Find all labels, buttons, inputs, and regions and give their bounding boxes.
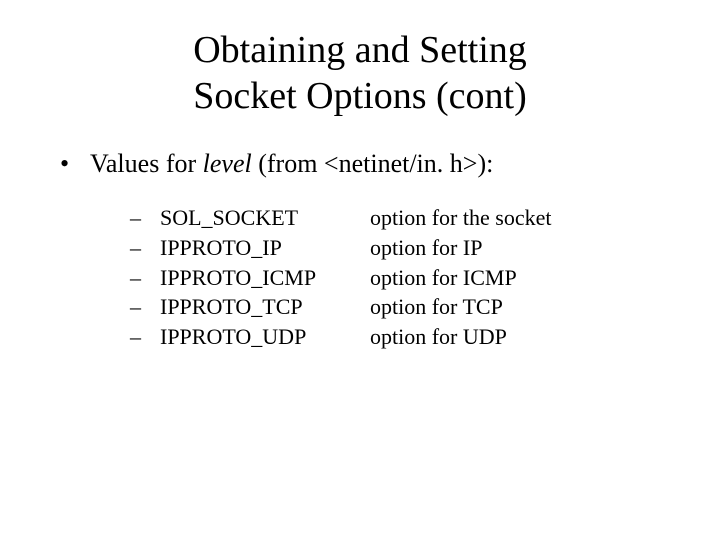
intro-text: Values for level (from <netinet/in. h>): — [90, 149, 493, 179]
option-desc: option for IP — [370, 233, 660, 263]
intro-prefix: Values for — [90, 149, 203, 178]
option-key: IPPROTO_IP — [160, 233, 370, 263]
title-line-2: Socket Options (cont) — [0, 74, 720, 120]
bullet-dash: – — [130, 233, 160, 263]
option-key: IPPROTO_ICMP — [160, 263, 370, 293]
bullet-dash: – — [130, 322, 160, 352]
option-key: IPPROTO_TCP — [160, 292, 370, 322]
intro-italic: level — [203, 149, 252, 178]
option-desc: option for ICMP — [370, 263, 660, 293]
slide-body: • Values for level (from <netinet/in. h>… — [0, 139, 720, 351]
bullet-dot: • — [60, 149, 90, 179]
options-list: – SOL_SOCKET option for the socket – IPP… — [60, 203, 660, 351]
list-item: – IPPROTO_UDP option for UDP — [130, 322, 660, 352]
option-desc: option for TCP — [370, 292, 660, 322]
bullet-dash: – — [130, 263, 160, 293]
bullet-dash: – — [130, 292, 160, 322]
slide-title: Obtaining and Setting Socket Options (co… — [0, 0, 720, 139]
option-desc: option for the socket — [370, 203, 660, 233]
list-item: – IPPROTO_IP option for IP — [130, 233, 660, 263]
option-key: SOL_SOCKET — [160, 203, 370, 233]
option-desc: option for UDP — [370, 322, 660, 352]
list-item: – IPPROTO_ICMP option for ICMP — [130, 263, 660, 293]
bullet-dash: – — [130, 203, 160, 233]
slide: { "title": { "line1": "Obtaining and Set… — [0, 0, 720, 540]
intro-suffix: (from <netinet/in. h>): — [252, 149, 494, 178]
intro-line: • Values for level (from <netinet/in. h>… — [60, 149, 660, 179]
option-key: IPPROTO_UDP — [160, 322, 370, 352]
list-item: – SOL_SOCKET option for the socket — [130, 203, 660, 233]
title-line-1: Obtaining and Setting — [0, 28, 720, 74]
list-item: – IPPROTO_TCP option for TCP — [130, 292, 660, 322]
